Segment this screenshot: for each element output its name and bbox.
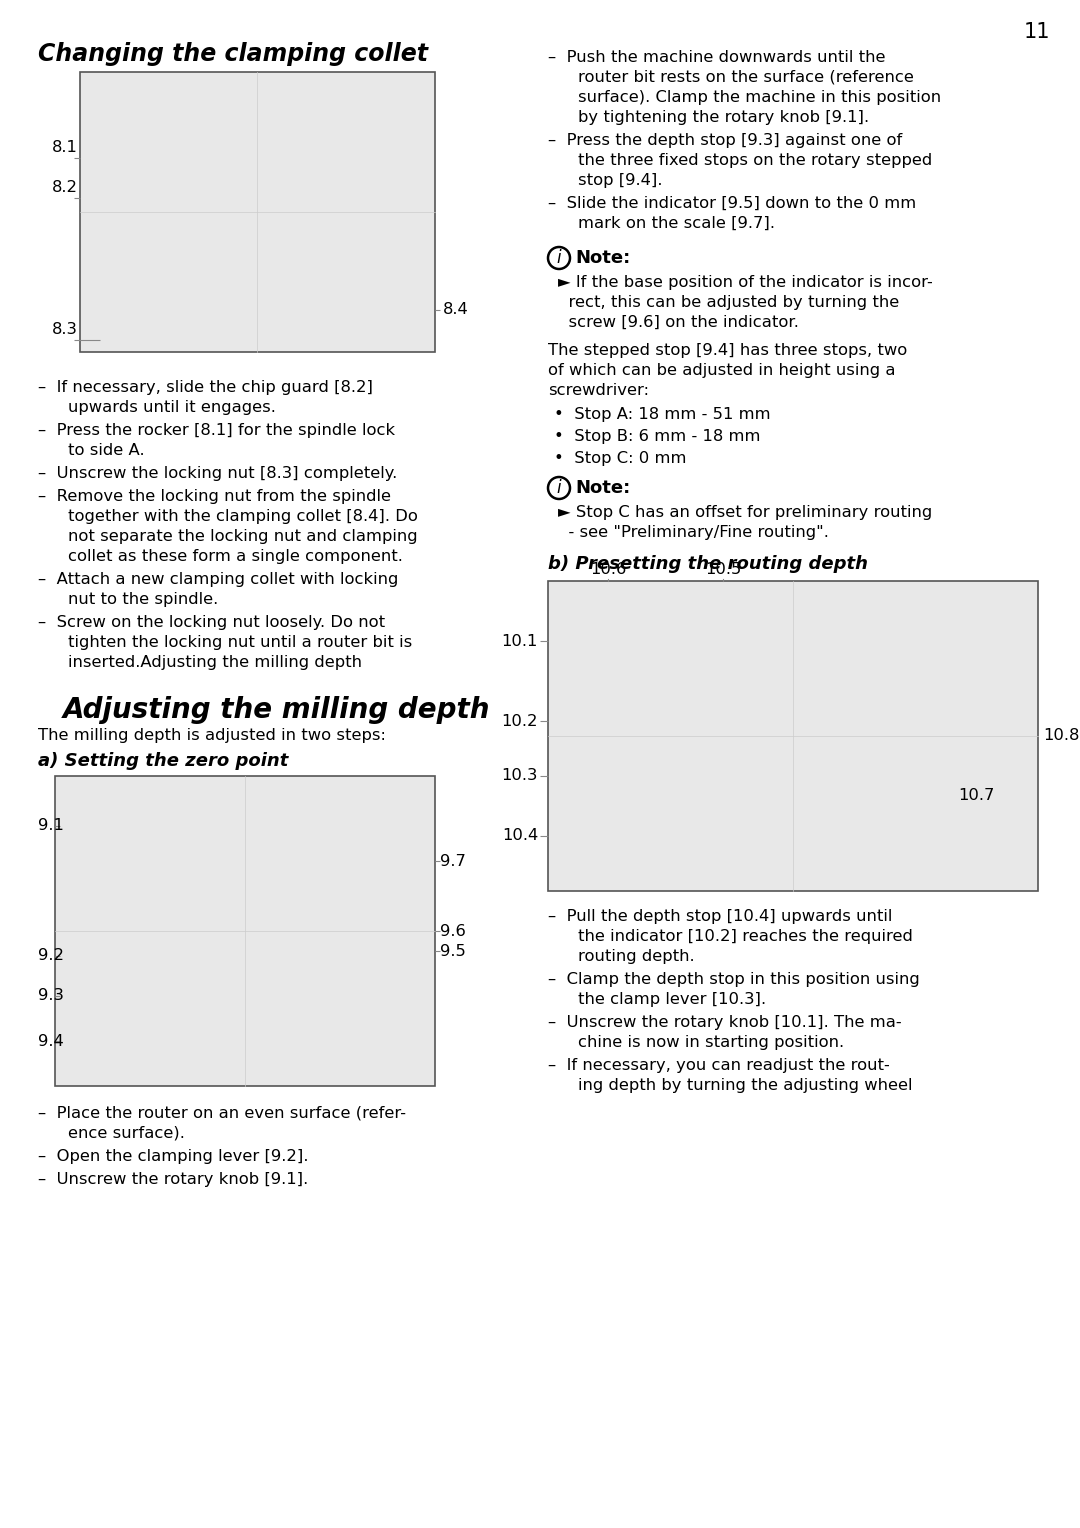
Text: inserted.Adjusting the milling depth: inserted.Adjusting the milling depth [68, 656, 362, 669]
Bar [80, 72, 435, 351]
Text: Note:: Note: [575, 478, 631, 497]
Text: 10.8: 10.8 [1043, 729, 1079, 744]
Text: the indicator [10.2] reaches the required: the indicator [10.2] reaches the require… [578, 929, 913, 944]
Text: 9.3: 9.3 [38, 989, 64, 1004]
Text: –  Remove the locking nut from the spindle: – Remove the locking nut from the spindl… [38, 489, 391, 504]
Text: 9.5: 9.5 [440, 943, 465, 958]
Text: tighten the locking nut until a router bit is: tighten the locking nut until a router b… [68, 636, 413, 649]
Text: routing depth.: routing depth. [578, 949, 694, 964]
Text: –  Push the machine downwards until the: – Push the machine downwards until the [548, 50, 886, 66]
Text: by tightening the rotary knob [9.1].: by tightening the rotary knob [9.1]. [578, 110, 869, 125]
Text: 8.4: 8.4 [443, 303, 469, 318]
Text: 8.2: 8.2 [52, 180, 78, 196]
Text: 10.5: 10.5 [705, 562, 741, 578]
Text: Note:: Note: [575, 249, 631, 267]
Text: –  Open the clamping lever [9.2].: – Open the clamping lever [9.2]. [38, 1149, 309, 1164]
Text: upwards until it engages.: upwards until it engages. [68, 400, 275, 416]
Text: b) Presetting the routing depth: b) Presetting the routing depth [548, 555, 868, 573]
Text: 9.7: 9.7 [440, 854, 465, 868]
Text: 10.1: 10.1 [501, 634, 538, 648]
Text: 9.6: 9.6 [440, 923, 465, 938]
Text: •  Stop B: 6 mm - 18 mm: • Stop B: 6 mm - 18 mm [554, 429, 760, 445]
Text: ► If the base position of the indicator is incor-: ► If the base position of the indicator … [558, 275, 933, 290]
Text: mark on the scale [9.7].: mark on the scale [9.7]. [578, 215, 775, 231]
Text: screw [9.6] on the indicator.: screw [9.6] on the indicator. [558, 315, 799, 330]
Text: - see "Preliminary/Fine routing".: - see "Preliminary/Fine routing". [558, 526, 828, 539]
Text: of which can be adjusted in height using a: of which can be adjusted in height using… [548, 364, 895, 377]
Text: 10.6: 10.6 [590, 562, 626, 578]
Text: ► Stop C has an offset for preliminary routing: ► Stop C has an offset for preliminary r… [558, 504, 932, 520]
Text: the clamp lever [10.3].: the clamp lever [10.3]. [578, 992, 766, 1007]
Text: The milling depth is adjusted in two steps:: The milling depth is adjusted in two ste… [38, 727, 386, 743]
Text: router bit rests on the surface (reference: router bit rests on the surface (referen… [578, 70, 914, 86]
Text: ing depth by turning the adjusting wheel: ing depth by turning the adjusting wheel [578, 1077, 913, 1093]
Text: not separate the locking nut and clamping: not separate the locking nut and clampin… [68, 529, 418, 544]
Text: •  Stop C: 0 mm: • Stop C: 0 mm [554, 451, 687, 466]
Text: i: i [556, 249, 562, 267]
Bar [548, 581, 1038, 891]
Text: chine is now in starting position.: chine is now in starting position. [578, 1034, 845, 1050]
Text: stop [9.4].: stop [9.4]. [578, 173, 662, 188]
Text: 9.4: 9.4 [38, 1033, 64, 1048]
Text: 9.2: 9.2 [38, 949, 64, 964]
Text: nut to the spindle.: nut to the spindle. [68, 591, 218, 607]
Text: together with the clamping collet [8.4]. Do: together with the clamping collet [8.4].… [68, 509, 418, 524]
Text: collet as these form a single component.: collet as these form a single component. [68, 549, 403, 564]
Text: –  Press the rocker [8.1] for the spindle lock: – Press the rocker [8.1] for the spindle… [38, 423, 395, 439]
Text: 11: 11 [1024, 21, 1050, 41]
Text: Adjusting the milling depth: Adjusting the milling depth [63, 695, 490, 724]
Text: •  Stop A: 18 mm - 51 mm: • Stop A: 18 mm - 51 mm [554, 406, 771, 422]
Text: –  Place the router on an even surface (refer-: – Place the router on an even surface (r… [38, 1106, 406, 1122]
Text: 8.3: 8.3 [52, 322, 78, 338]
Text: 9.1: 9.1 [38, 819, 64, 833]
Text: –  If necessary, slide the chip guard [8.2]: – If necessary, slide the chip guard [8.… [38, 380, 373, 396]
Text: 10.4: 10.4 [502, 828, 538, 843]
Text: –  Attach a new clamping collet with locking: – Attach a new clamping collet with lock… [38, 571, 399, 587]
Text: –  Slide the indicator [9.5] down to the 0 mm: – Slide the indicator [9.5] down to the … [548, 196, 916, 211]
Text: –  Pull the depth stop [10.4] upwards until: – Pull the depth stop [10.4] upwards unt… [548, 909, 892, 924]
Text: a) Setting the zero point: a) Setting the zero point [38, 752, 288, 770]
Bar [55, 776, 435, 1086]
Text: –  Press the depth stop [9.3] against one of: – Press the depth stop [9.3] against one… [548, 133, 902, 148]
Text: 8.1: 8.1 [52, 141, 78, 156]
Text: rect, this can be adjusted by turning the: rect, this can be adjusted by turning th… [558, 295, 900, 310]
Text: –  Unscrew the rotary knob [10.1]. The ma-: – Unscrew the rotary knob [10.1]. The ma… [548, 1015, 902, 1030]
Text: i: i [556, 478, 562, 497]
Text: the three fixed stops on the rotary stepped: the three fixed stops on the rotary step… [578, 153, 932, 168]
Text: 10.3: 10.3 [501, 769, 538, 784]
Text: –  If necessary, you can readjust the rout-: – If necessary, you can readjust the rou… [548, 1057, 890, 1073]
Text: ence surface).: ence surface). [68, 1126, 185, 1141]
Text: 10.2: 10.2 [501, 714, 538, 729]
Text: 10.7: 10.7 [958, 788, 995, 804]
Text: –  Clamp the depth stop in this position using: – Clamp the depth stop in this position … [548, 972, 920, 987]
Text: –  Unscrew the locking nut [8.3] completely.: – Unscrew the locking nut [8.3] complete… [38, 466, 397, 481]
Text: –  Screw on the locking nut loosely. Do not: – Screw on the locking nut loosely. Do n… [38, 614, 386, 630]
Text: screwdriver:: screwdriver: [548, 384, 649, 397]
Text: surface). Clamp the machine in this position: surface). Clamp the machine in this posi… [578, 90, 941, 105]
Text: Changing the clamping collet: Changing the clamping collet [38, 41, 428, 66]
Text: The stepped stop [9.4] has three stops, two: The stepped stop [9.4] has three stops, … [548, 342, 907, 358]
Text: –  Unscrew the rotary knob [9.1].: – Unscrew the rotary knob [9.1]. [38, 1172, 308, 1187]
Text: to side A.: to side A. [68, 443, 145, 458]
